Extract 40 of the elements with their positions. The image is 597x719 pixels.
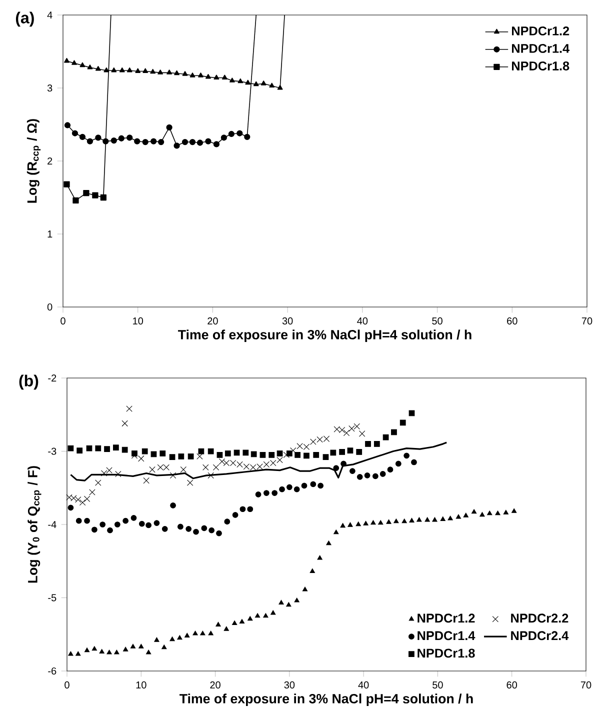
x-tick-label: 60 (506, 681, 518, 688)
x-tick-label: 40 (357, 317, 368, 324)
y-tick-label: -2 (48, 374, 56, 382)
x-tick-label: 70 (580, 681, 592, 688)
y-tick-label: -6 (48, 667, 56, 675)
x-tick-label: 0 (60, 317, 66, 324)
y-tick-label: -3 (48, 448, 56, 455)
y-tick-label: 4 (47, 12, 52, 18)
x-tick-label: 10 (136, 681, 146, 688)
x-tick-label: 60 (507, 317, 518, 324)
legend-label: NPDCr1.4 (418, 631, 476, 640)
y-tick-label: 0 (47, 303, 52, 311)
x-tick-label: 20 (208, 317, 218, 324)
y-tick-label: 1 (48, 230, 52, 238)
legend-label: NPDCr1.4 (512, 44, 570, 53)
legend-label: NPDCr1.2 (418, 614, 475, 623)
x-axis-title: Time of exposure in 3% NaCl pH=4 solution / h (178, 330, 472, 342)
y-tick-label: -5 (48, 594, 56, 602)
x-tick-label: 20 (210, 681, 220, 688)
y-tick-label: 2 (48, 158, 52, 164)
x-tick-label: 30 (284, 681, 295, 688)
legend-label: NPDCr2.4 (511, 631, 569, 640)
x-tick-label: 30 (282, 317, 293, 324)
y-axis-title: Log (Y$_{0}$ of Q$_{ccp}$ / F) (28, 466, 42, 583)
legend-label: NPDCr2.2 (511, 614, 568, 623)
chart-title: (a) (16, 12, 34, 27)
y-tick-label: -4 (48, 521, 56, 528)
chart-title: (b) (19, 374, 38, 390)
x-tick-label: 40 (358, 681, 369, 688)
legend-label: NPDCr1.2 (512, 26, 570, 36)
x-tick-label: 0 (64, 681, 70, 688)
x-axis-title: Time of exposure in 3% NaCl pH=4 solution / h (180, 694, 473, 706)
x-tick-label: 70 (582, 317, 592, 324)
y-axis-title: Log (R$_{ccp}$ / Ω) (26, 119, 41, 203)
legend-label: NPDCr1.8 (418, 648, 475, 658)
legend-label: NPDCr1.8 (512, 61, 570, 70)
x-tick-label: 50 (432, 317, 442, 324)
x-tick-label: 50 (432, 681, 443, 688)
x-tick-label: 10 (133, 317, 144, 324)
y-tick-label: 3 (47, 84, 52, 92)
